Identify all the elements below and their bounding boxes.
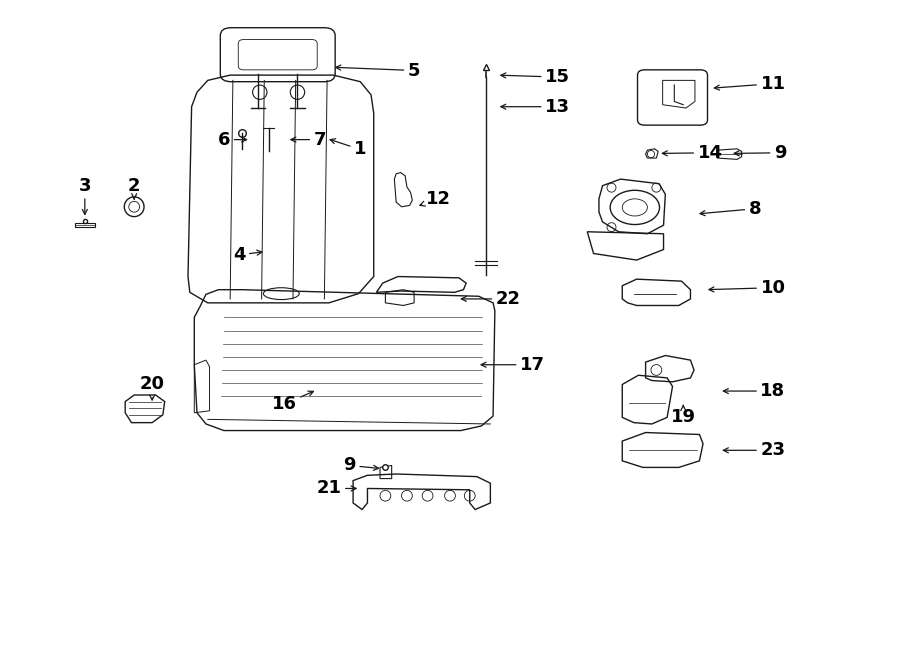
- Text: 15: 15: [500, 68, 571, 86]
- Text: 8: 8: [700, 200, 761, 217]
- Text: 21: 21: [317, 479, 356, 498]
- Text: 6: 6: [218, 131, 247, 149]
- Text: 17: 17: [482, 356, 545, 373]
- Text: 23: 23: [724, 442, 786, 459]
- Text: 5: 5: [336, 61, 420, 79]
- Text: 22: 22: [462, 290, 521, 308]
- Text: 7: 7: [291, 131, 326, 149]
- Text: 13: 13: [500, 98, 571, 116]
- Text: 14: 14: [662, 144, 723, 162]
- Text: 20: 20: [140, 375, 165, 400]
- Text: 3: 3: [78, 176, 91, 214]
- Text: 9: 9: [343, 457, 379, 475]
- Text: 12: 12: [419, 190, 451, 208]
- Text: 9: 9: [734, 144, 787, 162]
- Text: 1: 1: [330, 139, 366, 159]
- Text: 18: 18: [724, 382, 786, 400]
- Text: 19: 19: [670, 405, 696, 426]
- Text: 2: 2: [128, 176, 140, 199]
- Text: 11: 11: [715, 75, 786, 93]
- Text: 16: 16: [272, 391, 313, 413]
- Text: 4: 4: [233, 246, 262, 264]
- Text: 10: 10: [709, 279, 786, 297]
